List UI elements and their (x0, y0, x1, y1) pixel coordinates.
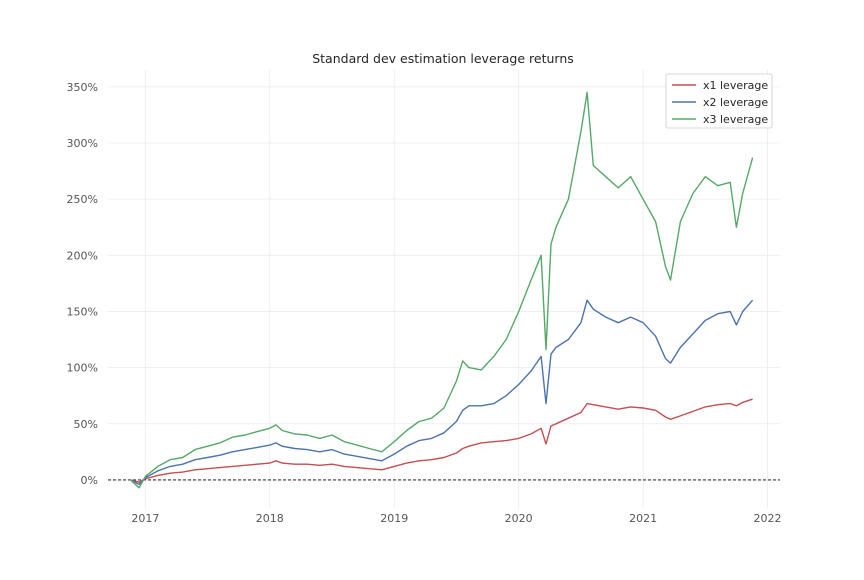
y-tick-label: 200% (67, 249, 98, 262)
legend-label: x3 leverage (703, 113, 768, 126)
y-tick-label: 250% (67, 193, 98, 206)
x-tick-label: 2019 (380, 512, 408, 525)
y-axis: 0% 50% 100% 150% 200% 250% 300% 350% (67, 81, 98, 487)
x-tick-label: 2020 (505, 512, 533, 525)
y-tick-label: 0% (81, 474, 98, 487)
legend: x1 leverage x2 leverage x3 leverage (665, 73, 773, 129)
y-tick-label: 350% (67, 81, 98, 94)
x-tick-label: 2018 (256, 512, 284, 525)
x-tick-label: 2022 (754, 512, 782, 525)
grid (108, 70, 780, 508)
y-tick-label: 50% (74, 418, 98, 431)
y-tick-label: 150% (67, 305, 98, 318)
x-axis: 2017 2018 2019 2020 2021 2022 (131, 512, 781, 525)
x-tick-label: 2017 (131, 512, 159, 525)
legend-label: x1 leverage (703, 79, 768, 92)
series-line-x3-leverage (129, 91, 754, 489)
legend-label: x2 leverage (703, 96, 768, 109)
series-line-x1-leverage (130, 398, 753, 483)
series-line-x2-leverage (130, 299, 754, 486)
chart-title: Standard dev estimation leverage returns (312, 51, 574, 66)
x-tick-label: 2021 (629, 512, 657, 525)
y-tick-label: 300% (67, 137, 98, 150)
y-tick-label: 100% (67, 362, 98, 375)
series-group (129, 91, 754, 489)
legend-box (665, 73, 773, 129)
